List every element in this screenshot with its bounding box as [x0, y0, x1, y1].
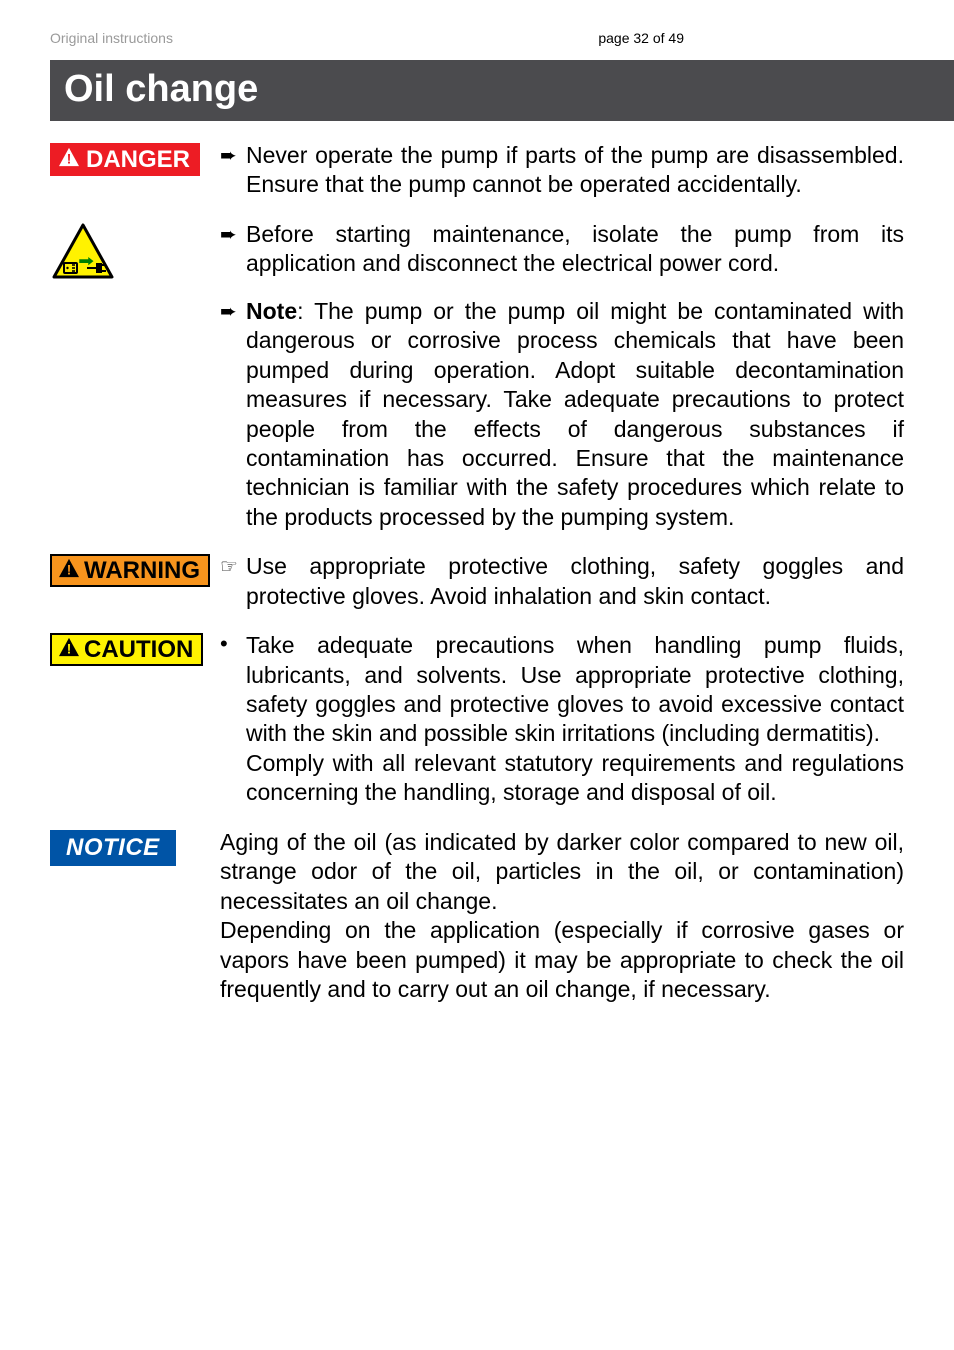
disconnect-item-1: ➨ Before starting maintenance, isolate t…	[220, 220, 904, 279]
disconnect-text-col: ➨ Before starting maintenance, isolate t…	[220, 220, 904, 532]
danger-label-col: ! DANGER	[50, 141, 220, 176]
note-label: Note	[246, 298, 297, 324]
svg-text:!: !	[67, 563, 72, 578]
note-body: : The pump or the pump oil might be cont…	[246, 298, 904, 530]
danger-block: ! DANGER ➨ Never operate the pump if par…	[50, 141, 904, 200]
notice-block: NOTICE Aging of the oil (as indicated by…	[50, 828, 904, 1005]
pointing-hand-icon: ☞	[220, 552, 246, 581]
notice-label-col: NOTICE	[50, 828, 220, 866]
danger-item: ➨ Never operate the pump if parts of the…	[220, 141, 904, 200]
warning-badge: ! WARNING	[50, 554, 210, 587]
disconnect-block: ➨ Before starting maintenance, isolate t…	[50, 220, 904, 532]
page-container: Original instructions page 32 of 49 Oil …	[0, 0, 954, 1044]
svg-text:!: !	[67, 641, 72, 656]
danger-label-text: DANGER	[86, 148, 190, 172]
section-title-text: Oil change	[64, 68, 258, 110]
section-title: Oil change	[22, 60, 954, 121]
notice-text-p2: Depending on the application (especially…	[220, 917, 904, 1002]
caution-block: ! CAUTION • Take adequate precautions wh…	[50, 631, 904, 808]
caution-item: • Take adequate precautions when handlin…	[220, 631, 904, 808]
arrow-bullet-icon: ➨	[220, 297, 246, 326]
caution-text-p1: Take adequate precautions when handling …	[246, 632, 904, 746]
warning-triangle-icon: !	[58, 147, 80, 172]
warning-triangle-icon: !	[58, 637, 80, 662]
notice-badge: NOTICE	[50, 830, 176, 866]
warning-label-text: WARNING	[84, 559, 200, 583]
warning-item: ☞ Use appropriate protective clothing, s…	[220, 552, 904, 611]
disconnect-icon-col	[50, 220, 220, 287]
header-left-text: Original instructions	[50, 30, 173, 46]
warning-item-text: Use appropriate protective clothing, saf…	[246, 552, 904, 611]
warning-text-col: ☞ Use appropriate protective clothing, s…	[220, 552, 904, 611]
danger-badge: ! DANGER	[50, 143, 200, 176]
disconnect-item-2: ➨ Note: The pump or the pump oil might b…	[220, 297, 904, 533]
caution-text-p2: Comply with all relevant statutory requi…	[246, 750, 904, 805]
caution-badge: ! CAUTION	[50, 633, 203, 666]
disconnect-item-2-text: Note: The pump or the pump oil might be …	[246, 297, 904, 533]
arrow-bullet-icon: ➨	[220, 141, 246, 170]
caution-item-text: Take adequate precautions when handling …	[246, 631, 904, 808]
warning-label-col: ! WARNING	[50, 552, 220, 587]
page-header: Original instructions page 32 of 49	[50, 30, 904, 46]
dot-bullet-icon: •	[220, 631, 246, 657]
arrow-bullet-icon: ➨	[220, 220, 246, 249]
disconnect-item-1-text: Before starting maintenance, isolate the…	[246, 220, 904, 279]
caution-label-col: ! CAUTION	[50, 631, 220, 666]
caution-label-text: CAUTION	[84, 638, 193, 662]
notice-text-col: Aging of the oil (as indicated by darker…	[220, 828, 904, 1005]
caution-text-col: • Take adequate precautions when handlin…	[220, 631, 904, 808]
danger-item-text: Never operate the pump if parts of the p…	[246, 141, 904, 200]
warning-block: ! WARNING ☞ Use appropriate protective c…	[50, 552, 904, 611]
danger-text-col: ➨ Never operate the pump if parts of the…	[220, 141, 904, 200]
warning-triangle-icon: !	[58, 558, 80, 583]
notice-label-text: NOTICE	[66, 836, 160, 860]
header-page-number: page 32 of 49	[598, 30, 684, 46]
svg-text:!: !	[67, 151, 72, 166]
notice-text-p1: Aging of the oil (as indicated by darker…	[220, 829, 904, 914]
disconnect-power-icon	[50, 222, 116, 287]
